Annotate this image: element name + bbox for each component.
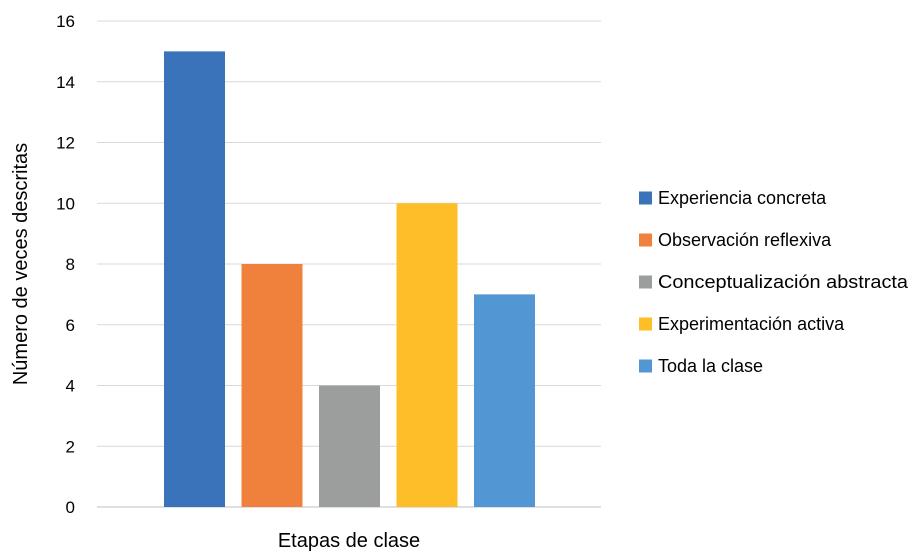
legend-item: Observación reflexiva — [639, 230, 832, 250]
y-tick-label: 12 — [56, 134, 75, 153]
y-axis-title: Número de veces descritas — [10, 143, 32, 385]
y-tick-label: 8 — [66, 255, 75, 274]
legend-swatch — [639, 317, 652, 331]
y-tick-label: 2 — [66, 437, 75, 456]
bar-experimentación-activa — [396, 203, 458, 507]
legend-swatch — [639, 359, 652, 373]
bar-conceptualización-abstracta — [319, 385, 380, 507]
y-tick-label: 4 — [66, 377, 75, 396]
y-tick-label: 16 — [56, 12, 75, 31]
legend-swatch — [639, 191, 652, 205]
y-tick-label: 14 — [56, 73, 75, 92]
y-tick-label: 0 — [66, 498, 75, 517]
y-axis-ticks: 0 2 4 6 8 10 12 14 16 — [56, 12, 75, 517]
legend-item: Toda la clase — [639, 356, 763, 376]
legend-item: Experimentación activa — [639, 314, 845, 334]
legend: Experiencia concreta Observación reflexiv… — [639, 188, 909, 376]
bar-observación-reflexiva — [241, 264, 303, 507]
legend-label: Experiencia concreta — [658, 188, 827, 208]
legend-label: Toda la clase — [658, 356, 763, 376]
legend-item: Experiencia concreta — [639, 188, 827, 208]
legend-item: Conceptualización abstracta — [639, 272, 909, 292]
bar-experiencia-concreta — [164, 51, 225, 507]
legend-label: Observación reflexiva — [658, 230, 832, 250]
legend-label: Conceptualización abstracta — [658, 272, 909, 292]
bar-toda-la-clase — [474, 294, 535, 507]
y-tick-label: 10 — [56, 194, 75, 213]
legend-label: Experimentación activa — [658, 314, 845, 334]
legend-swatch — [639, 233, 652, 247]
legend-swatch — [639, 275, 652, 289]
x-axis-title: Etapas de clase — [278, 530, 420, 551]
y-tick-label: 6 — [66, 316, 75, 335]
bars — [164, 51, 535, 507]
